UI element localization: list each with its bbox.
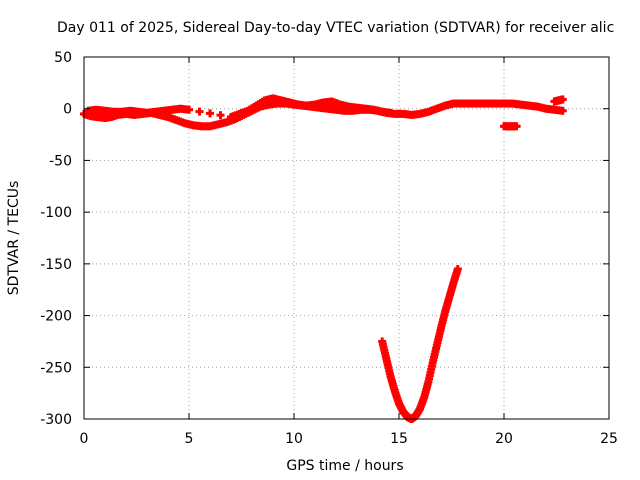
data-point [216,111,225,120]
x-tick-label: 0 [80,431,89,447]
chart-title: Day 011 of 2025, Sidereal Day-to-day VTE… [57,20,614,36]
x-tick-label: 10 [285,431,303,447]
y-tick-label: -50 [49,153,72,169]
x-tick-label: 15 [390,431,408,447]
y-tick-label: -250 [40,360,72,376]
data-point [512,122,521,131]
y-tick-label: -150 [40,257,72,273]
data-point [386,108,395,117]
data-point [453,265,462,274]
data-point [206,109,214,118]
plot-data [80,94,567,423]
x-tick-label: 5 [185,431,194,447]
x-tick-label: 20 [495,431,513,447]
axes: 0 5 10 15 20 25 50 0 -50 -100 -150 -200 -250 -300 [40,50,618,447]
data-point [195,107,204,116]
x-tick-label: 25 [600,431,618,447]
data-point [558,106,567,115]
y-tick-label: -300 [40,412,72,428]
plot-frame [83,56,610,420]
y-tick-label: -200 [40,309,72,325]
x-axis-label: GPS time / hours [286,458,403,474]
data-point [185,105,193,114]
data-point [558,95,567,104]
y-tick-label: 0 [63,102,72,118]
y-tick-label: -100 [40,205,72,221]
y-axis-label: SDTVAR / TECUs [6,181,22,296]
y-tick-label: 50 [54,50,72,66]
